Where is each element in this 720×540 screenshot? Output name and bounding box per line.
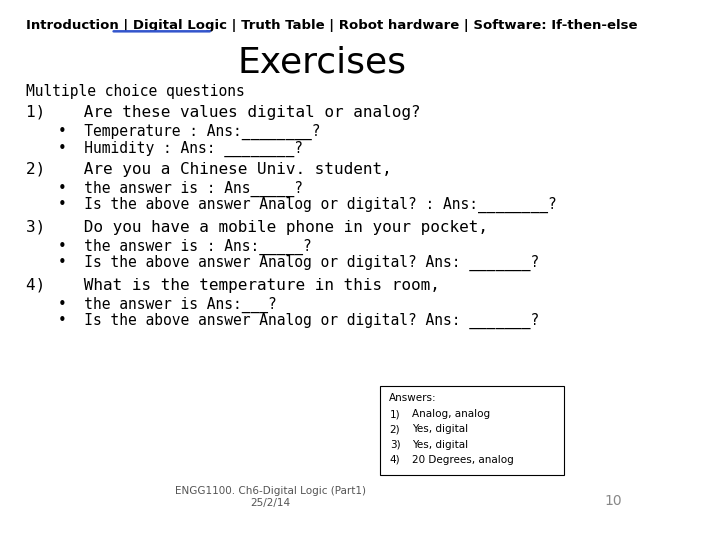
Text: 10: 10 (604, 494, 621, 508)
Text: •  the answer is : Ans_____?: • the answer is : Ans_____? (58, 181, 303, 197)
Text: ENGG1100. Ch6-Digital Logic (Part1)
25/2/14: ENGG1100. Ch6-Digital Logic (Part1) 25/2… (175, 486, 366, 508)
Text: 3): 3) (390, 440, 400, 450)
Text: Exercises: Exercises (238, 46, 407, 80)
Text: 3)    Do you have a mobile phone in your pocket,: 3) Do you have a mobile phone in your po… (26, 220, 487, 235)
Text: Answers:: Answers: (389, 393, 436, 403)
Text: •  Humidity : Ans: ________?: • Humidity : Ans: ________? (58, 140, 303, 157)
Text: Yes, digital: Yes, digital (413, 440, 469, 450)
Text: 1)    Are these values digital or analog?: 1) Are these values digital or analog? (26, 105, 420, 120)
Text: Introduction | Digital Logic | Truth Table | Robot hardware | Software: If-then-: Introduction | Digital Logic | Truth Tab… (26, 19, 637, 32)
Text: Multiple choice questions: Multiple choice questions (26, 84, 245, 99)
Text: •  the answer is Ans:___?: • the answer is Ans:___? (58, 296, 276, 313)
Text: •  Temperature : Ans:________?: • Temperature : Ans:________? (58, 124, 320, 140)
Text: •  Is the above answer Analog or digital? Ans: _______?: • Is the above answer Analog or digital?… (58, 255, 539, 271)
Text: Yes, digital: Yes, digital (413, 424, 469, 435)
Text: 4): 4) (390, 455, 400, 465)
Text: 1): 1) (390, 409, 400, 420)
Text: •  the answer is : Ans:_____?: • the answer is : Ans:_____? (58, 239, 312, 255)
Text: 2)    Are you a Chinese Univ. student,: 2) Are you a Chinese Univ. student, (26, 162, 392, 177)
Text: •  Is the above answer Analog or digital? Ans: _______?: • Is the above answer Analog or digital?… (58, 313, 539, 329)
Text: 4)    What is the temperature in this room,: 4) What is the temperature in this room, (26, 278, 440, 293)
Text: •  Is the above answer Analog or digital? : Ans:________?: • Is the above answer Analog or digital?… (58, 197, 557, 213)
Text: Analog, analog: Analog, analog (413, 409, 490, 420)
Text: 20 Degrees, analog: 20 Degrees, analog (413, 455, 514, 465)
Text: 2): 2) (390, 424, 400, 435)
FancyBboxPatch shape (380, 386, 564, 475)
